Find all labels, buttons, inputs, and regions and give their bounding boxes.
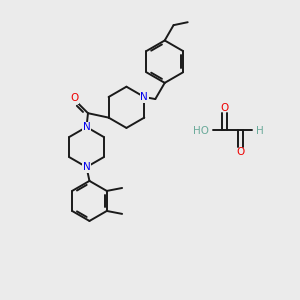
Text: H: H bbox=[256, 126, 264, 136]
Text: N: N bbox=[82, 122, 90, 132]
Text: O: O bbox=[70, 94, 78, 103]
Text: O: O bbox=[237, 147, 245, 157]
Text: N: N bbox=[140, 92, 148, 102]
Text: N: N bbox=[82, 162, 90, 172]
Text: O: O bbox=[220, 103, 228, 113]
Text: HO: HO bbox=[193, 126, 209, 136]
